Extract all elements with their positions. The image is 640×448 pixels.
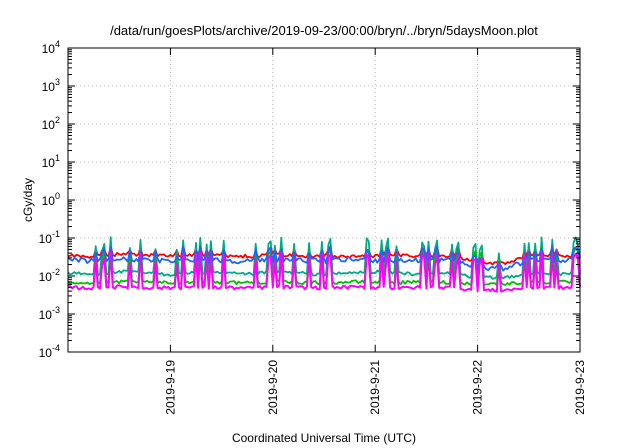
y-tick-base: 10	[42, 118, 56, 132]
y-tick-label: 100	[42, 191, 60, 208]
y-tick-label: 101	[42, 153, 60, 170]
plot-frame	[67, 47, 581, 353]
series-line	[67, 244, 581, 272]
y-tick-label: 104	[42, 39, 60, 56]
y-tick-exponent: -3	[52, 305, 60, 315]
y-tick-exponent: -4	[52, 343, 60, 353]
y-tick-label: 10-3	[39, 305, 60, 322]
ticks: 10-410-310-210-11001011021031042019-9-19…	[39, 39, 587, 415]
y-tick-label: 10-4	[39, 343, 60, 360]
y-tick-exponent: -2	[52, 267, 60, 277]
grid	[68, 48, 580, 352]
y-tick-base: 10	[42, 42, 56, 56]
y-tick-base: 10	[39, 346, 53, 360]
y-tick-exponent: -1	[52, 229, 60, 239]
y-tick-label: 103	[42, 77, 60, 94]
y-tick-base: 10	[39, 232, 53, 246]
series-layer	[67, 236, 581, 293]
y-tick-label: 10-1	[39, 229, 60, 246]
x-tick-label: 2019-9-20	[266, 360, 280, 415]
x-tick-label: 2019-9-22	[471, 360, 485, 415]
y-tick-exponent: 0	[55, 191, 60, 201]
y-tick-base: 10	[42, 156, 56, 170]
x-tick-label: 2019-9-19	[163, 360, 177, 415]
y-tick-label: 102	[42, 115, 60, 132]
y-tick-base: 10	[39, 270, 53, 284]
y-tick-label: 10-2	[39, 267, 60, 284]
y-tick-exponent: 1	[55, 153, 60, 163]
y-tick-base: 10	[42, 80, 56, 94]
x-axis-label: Coordinated Universal Time (UTC)	[232, 431, 416, 445]
y-tick-exponent: 2	[55, 115, 60, 125]
y-tick-base: 10	[39, 308, 53, 322]
y-tick-exponent: 4	[55, 39, 60, 49]
x-tick-label: 2019-9-21	[368, 360, 382, 415]
chart-title: /data/run/goesPlots/archive/2019-09-23/0…	[110, 23, 538, 38]
y-axis-label: cGy/day	[21, 178, 35, 222]
y-tick-base: 10	[42, 194, 56, 208]
series-line	[67, 251, 581, 293]
y-tick-exponent: 3	[55, 77, 60, 87]
x-tick-label: 2019-9-23	[573, 360, 587, 415]
